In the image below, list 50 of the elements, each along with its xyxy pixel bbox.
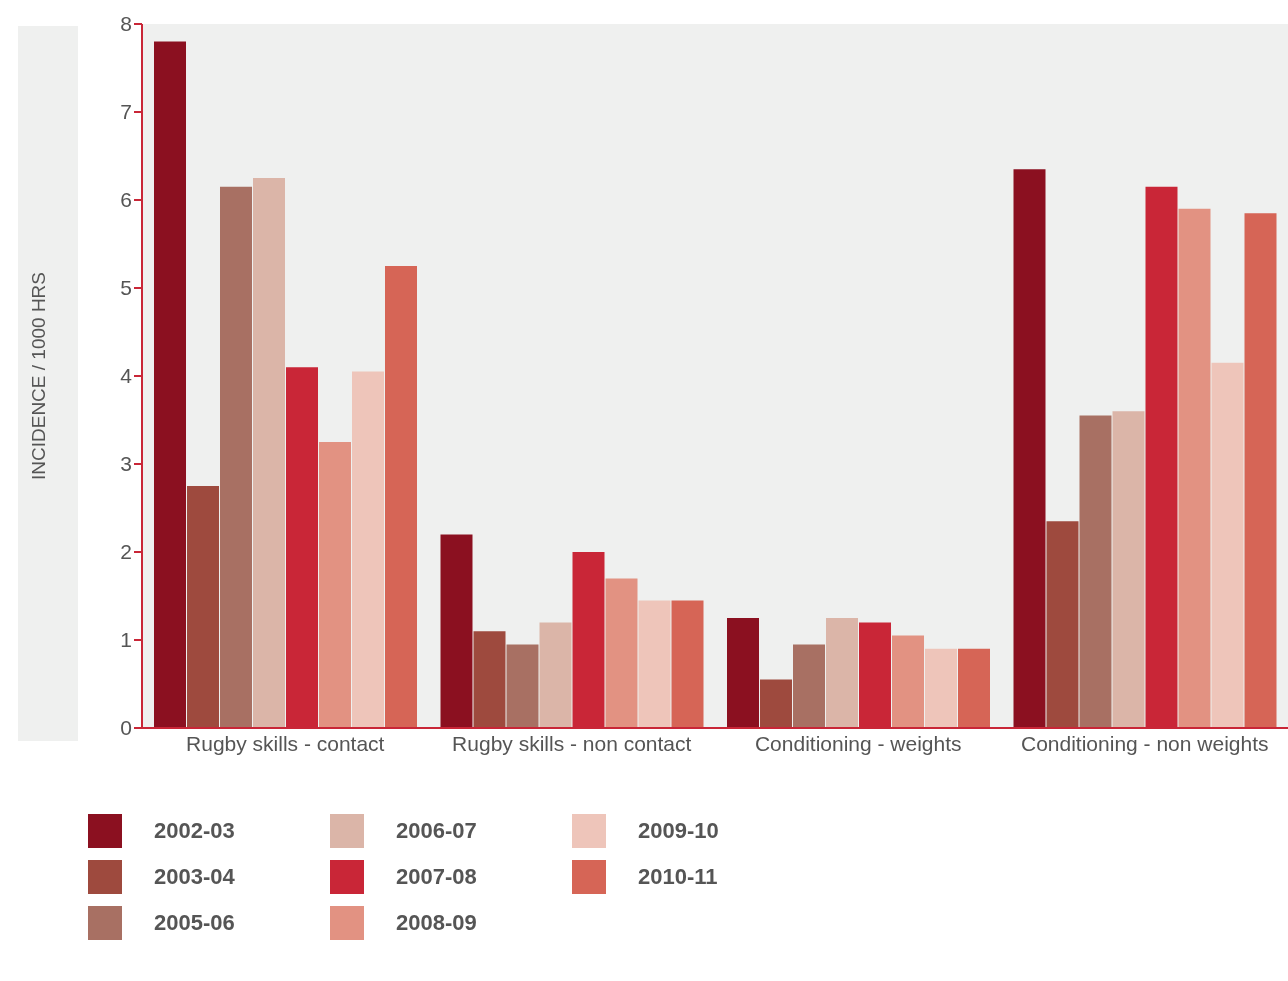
x-tick-label: Conditioning - weights xyxy=(754,731,962,755)
bar xyxy=(385,266,417,728)
bar xyxy=(352,371,384,728)
bar xyxy=(958,648,990,728)
bar xyxy=(220,186,252,728)
bar xyxy=(319,442,351,728)
bar xyxy=(638,600,671,728)
y-tick-label: 4 xyxy=(120,364,133,388)
legend-label: 2002-03 xyxy=(154,818,235,844)
bar xyxy=(1211,362,1244,728)
legend-label: 2008-09 xyxy=(396,910,477,936)
bar xyxy=(892,635,924,728)
bar xyxy=(671,600,704,728)
y-tick-label: 1 xyxy=(120,628,132,652)
y-tick-label: 7 xyxy=(120,100,132,124)
bar xyxy=(440,534,473,728)
y-tick-label: 6 xyxy=(120,188,132,212)
y-tick-label: 3 xyxy=(120,452,132,476)
bar xyxy=(539,622,572,728)
legend-label: 2010-11 xyxy=(638,864,718,890)
x-tick-label: Conditioning - non weights xyxy=(1021,731,1269,755)
y-axis-title: INCIDENCE / 1000 HRS xyxy=(27,271,49,481)
legend-label: 2003-04 xyxy=(154,864,235,890)
bar xyxy=(1178,208,1211,728)
bar xyxy=(760,679,792,728)
legend-label: 2005-06 xyxy=(154,910,235,936)
bar xyxy=(253,178,285,728)
x-tick-label: Rugby skills - non contact xyxy=(452,731,692,755)
bar xyxy=(506,644,539,728)
bar xyxy=(154,41,186,728)
bar xyxy=(727,618,759,728)
bar xyxy=(605,578,638,728)
legend-label: 2006-07 xyxy=(396,818,477,844)
bar xyxy=(1112,411,1145,728)
bar xyxy=(473,631,506,728)
y-tick-label: 2 xyxy=(120,540,132,564)
bar xyxy=(187,486,219,728)
bar xyxy=(1244,213,1277,728)
bar xyxy=(925,648,957,728)
y-tick-label: 5 xyxy=(120,276,132,300)
bar xyxy=(826,618,858,728)
bar xyxy=(1013,169,1046,728)
y-tick-label: 8 xyxy=(120,12,132,36)
x-tick-label: Rugby skills - contact xyxy=(186,731,385,755)
legend-label: 2007-08 xyxy=(396,864,477,890)
bar xyxy=(1046,521,1079,728)
legend-label: 2009-10 xyxy=(638,818,719,844)
bar xyxy=(1079,415,1112,728)
y-tick-label: 0 xyxy=(120,716,132,740)
bar xyxy=(793,644,825,728)
